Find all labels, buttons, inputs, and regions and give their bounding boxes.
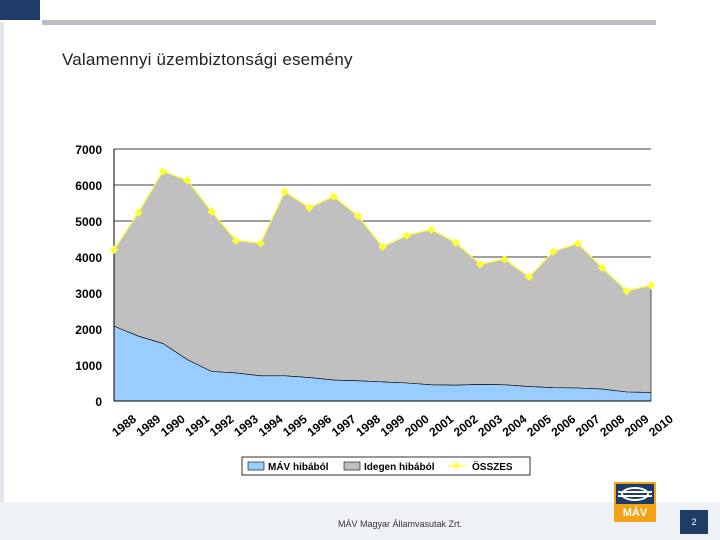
- y-tick-label: 0: [95, 395, 102, 409]
- y-tick-labels: 0 1000 2000 3000 4000 5000 6000 7000: [75, 143, 102, 409]
- total-point-1989: [134, 208, 143, 217]
- legend-swatch-idegen: [343, 461, 361, 471]
- x-tick-label-2000: 2000: [402, 412, 432, 440]
- total-point-2002: [451, 238, 460, 247]
- x-tick-label-1998: 1998: [353, 412, 383, 440]
- x-tick-label-1994: 1994: [256, 412, 286, 440]
- side-rule: [0, 22, 4, 540]
- x-tick-labels: 1988198919901991199219931994199519961997…: [109, 412, 676, 440]
- x-tick-label-1995: 1995: [280, 412, 310, 440]
- legend-label-mav: MÁV hibából: [268, 460, 329, 473]
- total-point-1990: [158, 167, 168, 176]
- area-series-idegen: [113, 170, 652, 393]
- x-tick-label-1997: 1997: [329, 412, 359, 440]
- x-tick-label-2008: 2008: [597, 412, 627, 440]
- page-number: 2: [680, 510, 708, 534]
- title-rule: [42, 20, 656, 25]
- x-tick-label-1991: 1991: [182, 412, 212, 440]
- x-tick-label-1996: 1996: [305, 412, 335, 440]
- total-point-1996: [305, 203, 314, 212]
- legend-marker-total: [452, 461, 461, 470]
- x-tick-label-2007: 2007: [573, 412, 603, 440]
- total-point-1997: [329, 192, 338, 201]
- total-point-2006: [549, 247, 558, 256]
- x-tick-label-1990: 1990: [158, 412, 188, 440]
- legend-label-total: ÖSSZES: [472, 460, 513, 473]
- total-point-1988: [109, 245, 119, 255]
- total-point-2001: [427, 225, 436, 234]
- x-tick-label-2003: 2003: [475, 412, 505, 440]
- corner-block: [0, 0, 40, 20]
- total-point-1998: [353, 211, 363, 221]
- total-point-1992: [207, 207, 216, 216]
- y-tick-label: 1000: [75, 359, 102, 373]
- mav-logo: MÁV: [614, 482, 656, 522]
- area-layer: [113, 170, 652, 402]
- total-point-1994: [256, 239, 265, 248]
- x-tick-label-2006: 2006: [549, 412, 579, 440]
- y-tick-label: 7000: [75, 143, 102, 157]
- legend-box: [241, 456, 531, 476]
- footer-text: MÁV Magyar Államvasutak Zrt.: [337, 519, 463, 529]
- axis-layer: [113, 149, 651, 402]
- x-tick-label-1988: 1988: [109, 412, 139, 440]
- total-point-2008: [597, 263, 607, 273]
- x-tick-label-2010: 2010: [646, 412, 676, 440]
- y-tick-label: 3000: [75, 287, 102, 301]
- legend-swatch-mav: [247, 461, 265, 471]
- legend-label-idegen: Idegen hibából: [364, 462, 435, 473]
- total-point-2000: [402, 231, 412, 240]
- x-tick-label-2002: 2002: [451, 412, 481, 440]
- total-point-1999: [378, 242, 387, 252]
- total-point-2010: [646, 281, 656, 290]
- slide-title: Valamennyi üzembiztonsági esemény: [62, 50, 353, 69]
- x-tick-label-2005: 2005: [524, 412, 554, 440]
- x-tick-label-1989: 1989: [134, 412, 164, 440]
- x-tick-label-1999: 1999: [378, 412, 408, 440]
- legend: MÁV hibából Idegen hibából ÖSSZES: [241, 456, 531, 476]
- logo-text: MÁV: [623, 506, 648, 519]
- x-tick-label-1992: 1992: [207, 412, 237, 440]
- x-tick-label-2009: 2009: [622, 412, 652, 440]
- total-point-1993: [231, 236, 241, 245]
- y-tick-label: 4000: [75, 251, 102, 265]
- x-tick-label-1993: 1993: [231, 412, 261, 440]
- y-tick-label: 6000: [75, 179, 102, 193]
- total-line-layer: [109, 167, 656, 296]
- y-tick-label: 2000: [75, 323, 102, 337]
- x-tick-label-2001: 2001: [427, 412, 457, 440]
- y-tick-label: 5000: [75, 215, 102, 229]
- footer-band: [0, 502, 720, 540]
- x-tick-label-2004: 2004: [500, 412, 530, 440]
